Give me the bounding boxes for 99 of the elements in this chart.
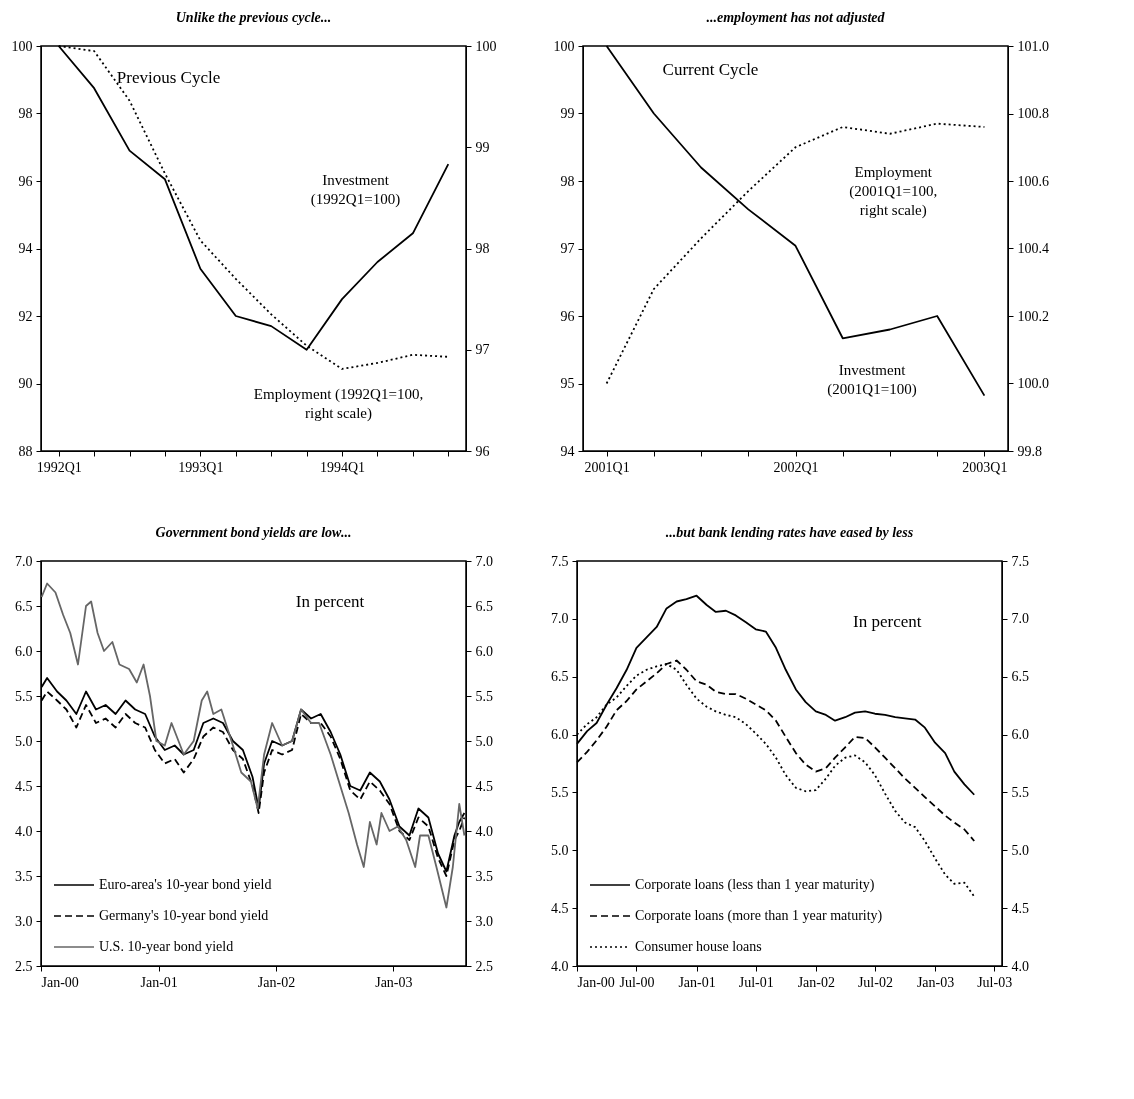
text: Employment (2001Q1=100, right scale) [849, 163, 938, 219]
y-tick-label: 4.0 [15, 823, 33, 839]
annotation: Previous Cycle [116, 68, 221, 88]
x-tick-label: 2002Q1 [773, 459, 819, 475]
y2-tick-label: 6.5 [1011, 669, 1029, 685]
y-tick-label: 98 [560, 173, 575, 189]
y2-tick-label: 4.0 [1011, 958, 1029, 974]
y-tick-label: 95 [560, 376, 575, 391]
chart-title: Government bond yields are low... [155, 525, 352, 540]
y-tick-label: 4.5 [15, 778, 33, 794]
y-tick-label: 5.0 [15, 733, 33, 749]
y2-tick-label: 6.5 [475, 598, 493, 614]
y2-tick-label: 5.5 [475, 688, 493, 704]
y2-tick-label: 7.5 [1011, 553, 1029, 569]
y2-tick-label: 5.0 [1011, 842, 1029, 858]
x-tick-label: Jan-03 [916, 974, 955, 990]
series-label: Investment (2001Q1=100) [827, 362, 917, 398]
y2-tick-label: 99.8 [1017, 443, 1042, 459]
y-tick-label: 4.5 [551, 900, 569, 916]
y2-tick-label: 100.0 [1017, 376, 1049, 391]
y-tick-label: 98 [18, 106, 33, 121]
y-tick-label: 100 [11, 38, 33, 54]
legend-label: Corporate loans (more than 1 year maturity) [635, 908, 883, 924]
legend-label: Euro-area's 10-year bond yield [99, 877, 272, 892]
x-tick-label: 2001Q1 [584, 459, 630, 475]
legend-label: U.S. 10-year bond yield [99, 939, 234, 954]
x-tick-label: 1992Q1 [36, 459, 82, 475]
y2-tick-label: 5.0 [475, 733, 493, 749]
x-tick-label: Jan-01 [140, 974, 178, 990]
y-tick-label: 3.0 [15, 913, 33, 929]
y2-tick-label: 6.0 [1011, 727, 1029, 743]
x-tick-label: Jan-01 [678, 974, 716, 990]
y-tick-label: 4.0 [551, 958, 569, 974]
legend-label: Consumer house loans [635, 939, 762, 954]
y-tick-label: 99 [560, 106, 575, 121]
y2-tick-label: 3.0 [475, 913, 493, 929]
y2-tick-label: 99 [475, 139, 490, 155]
x-tick-label: Jan-03 [375, 974, 413, 990]
y-tick-label: 5.0 [551, 842, 569, 858]
y2-tick-label: 100.8 [1017, 106, 1049, 121]
y2-tick-label: 4.5 [1011, 900, 1029, 916]
x-tick-label: Jul-00 [619, 974, 655, 990]
x-tick-label: Jan-02 [257, 974, 296, 990]
y-tick-label: 96 [560, 308, 575, 324]
y2-tick-label: 97 [475, 342, 490, 358]
x-tick-label: 1994Q1 [319, 459, 366, 475]
line-series [40, 582, 466, 909]
x-tick-label: 2003Q1 [962, 459, 1008, 475]
y-tick-label: 94 [560, 443, 575, 459]
y-tick-label: 5.5 [15, 688, 33, 704]
y2-tick-label: 98 [475, 241, 490, 256]
annotation: Current Cycle [662, 60, 759, 80]
y-tick-label: 3.5 [15, 868, 33, 884]
y2-tick-label: 6.0 [475, 643, 493, 659]
x-tick-label: Jan-00 [41, 974, 79, 990]
y2-tick-label: 100.6 [1017, 173, 1049, 189]
y-tick-label: 5.5 [551, 784, 569, 800]
y2-tick-label: 100.4 [1017, 241, 1049, 256]
y2-tick-label: 101.0 [1017, 38, 1049, 54]
y-tick-label: 6.0 [551, 727, 569, 743]
chart-title: ...but bank lending rates have eased by less [665, 525, 914, 540]
text: Employment (1992Q1=100, right scale) [253, 386, 424, 423]
series-label: Investment (1992Q1=100) [310, 171, 401, 208]
y2-tick-label: 100 [475, 38, 497, 54]
y-tick-label: 7.0 [551, 611, 569, 627]
y-tick-label: 96 [18, 173, 33, 189]
y-tick-label: 2.5 [15, 958, 33, 974]
x-tick-label: Jul-02 [857, 974, 893, 990]
x-tick-label: Jul-01 [738, 974, 774, 990]
legend-label: Germany's 10-year bond yield [99, 908, 269, 923]
y2-tick-label: 4.0 [475, 823, 493, 839]
y-tick-label: 6.0 [15, 643, 33, 659]
legend-label: Corporate loans (less than 1 year maturity) [635, 877, 875, 893]
y2-tick-label: 7.0 [475, 553, 493, 569]
y2-tick-label: 96 [475, 443, 490, 459]
x-tick-label: 1993Q1 [178, 459, 224, 475]
y-tick-label: 6.5 [15, 598, 33, 614]
y2-tick-label: 5.5 [1011, 784, 1029, 800]
chart-title: ...employment has not adjusted [706, 10, 886, 25]
y2-tick-label: 4.5 [475, 778, 493, 794]
y-tick-label: 92 [18, 308, 33, 324]
y-tick-label: 6.5 [551, 669, 569, 685]
y2-tick-label: 3.5 [475, 868, 493, 884]
y-tick-label: 7.0 [15, 553, 33, 569]
y-tick-label: 94 [18, 241, 33, 256]
y2-tick-label: 100.2 [1017, 308, 1049, 324]
x-tick-label: Jul-03 [977, 974, 1013, 990]
y-tick-label: 88 [18, 443, 33, 459]
x-tick-label: Jan-00 [577, 974, 615, 990]
y-tick-label: 97 [560, 241, 575, 256]
chart-title: Unlike the previous cycle... [175, 10, 332, 25]
y-tick-label: 7.5 [551, 553, 569, 569]
annotation: In percent [853, 611, 922, 631]
y2-tick-label: 7.0 [1011, 611, 1029, 627]
y-tick-label: 90 [18, 376, 33, 391]
y2-tick-label: 2.5 [475, 958, 493, 974]
x-tick-label: Jan-02 [797, 974, 835, 990]
y-tick-label: 100 [553, 38, 575, 54]
annotation: In percent [295, 591, 365, 611]
